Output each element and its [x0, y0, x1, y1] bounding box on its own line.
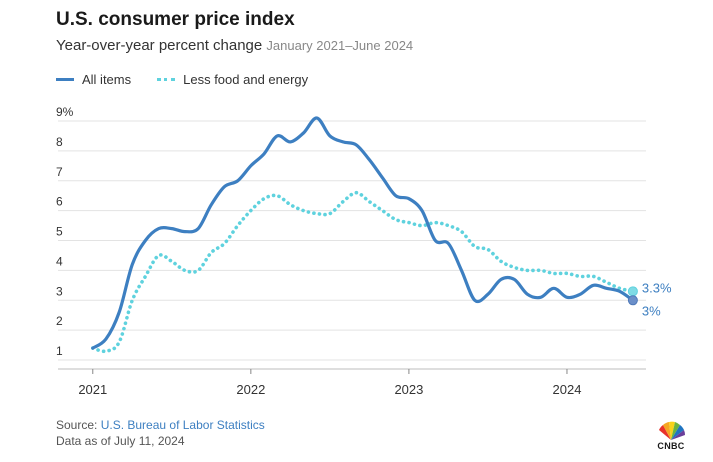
cnbc-logo-text: CNBC	[657, 441, 685, 451]
series-line-core	[91, 190, 635, 354]
chart-subtitle: Year-over-year percent change January 20…	[56, 37, 413, 54]
y-tick-label: 3	[56, 284, 63, 298]
x-tick-label: 2021	[78, 382, 107, 397]
x-tick-label: 2024	[553, 382, 582, 397]
x-tick-label: 2022	[236, 382, 265, 397]
end-label-all-items: 3%	[642, 303, 661, 318]
y-tick-label: 6	[56, 195, 63, 209]
source-link[interactable]: U.S. Bureau of Labor Statistics	[100, 418, 265, 432]
y-tick-label: 1	[56, 344, 63, 358]
source-prefix: Source:	[56, 418, 101, 432]
date-range: January 2021–June 2024	[266, 38, 414, 53]
end-label-core: 3.3%	[642, 280, 672, 295]
y-tick-label: 8	[56, 135, 63, 149]
x-tick-label: 2023	[394, 382, 423, 397]
cnbc-peacock-icon	[659, 421, 686, 440]
data-as-of: Data as of July 11, 2024	[56, 434, 185, 448]
legend-swatch-core	[157, 78, 176, 81]
chart-title: U.S. consumer price index	[56, 9, 295, 30]
y-tick-label: 9%	[56, 105, 74, 119]
legend-label-all-items: All items	[82, 72, 132, 87]
end-marker-all-items	[627, 295, 638, 306]
y-tick-label: 4	[56, 254, 63, 268]
source-line: Source: U.S. Bureau of Labor Statistics	[56, 418, 265, 432]
series-line-all-items	[91, 116, 635, 350]
subtitle-text: Year-over-year percent change	[56, 37, 263, 54]
y-tick-label: 5	[56, 225, 63, 239]
legend-swatch-all-items	[56, 78, 74, 81]
legend-label-core: Less food and energy	[183, 72, 309, 87]
legend: All items Less food and energy	[56, 72, 308, 87]
end-marker-core	[627, 286, 638, 297]
y-tick-label: 7	[56, 165, 63, 179]
y-tick-label: 2	[56, 314, 63, 328]
